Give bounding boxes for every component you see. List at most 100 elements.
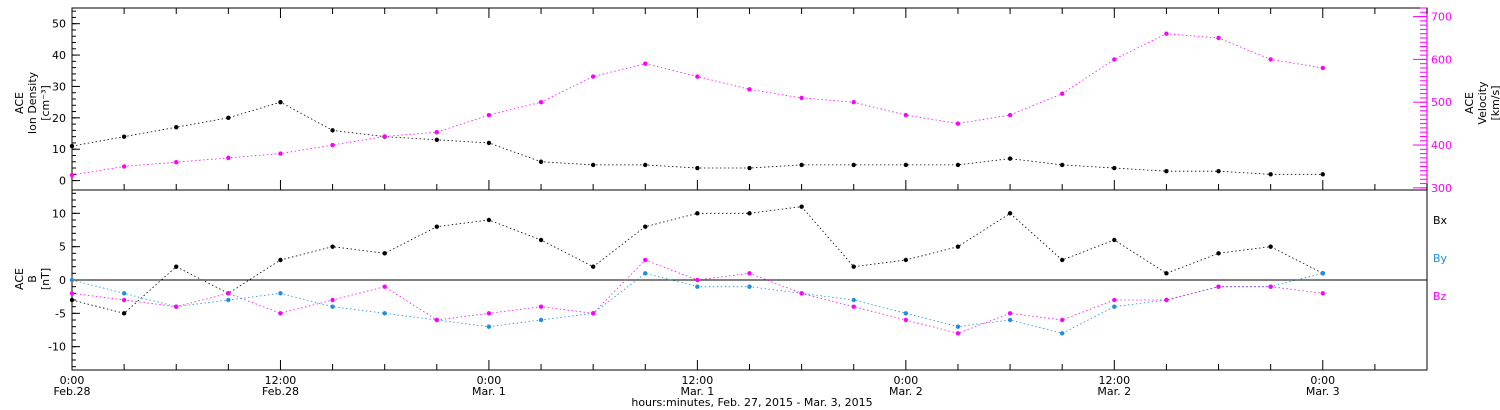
x-tick-label-date: Mar. 3 — [1306, 385, 1340, 398]
plasma-panel-frame — [71, 7, 1428, 191]
density-point — [1164, 168, 1169, 174]
density-point — [226, 115, 231, 121]
velocity-point — [747, 87, 752, 92]
x-axis-label: hours:minutes, Feb. 27, 2015 - Mar. 3, 2… — [631, 396, 872, 409]
x-tick-label-time: 12:00 — [682, 374, 714, 387]
b-trace — [71, 272, 1323, 334]
velocity-tick-label: 300 — [1431, 182, 1452, 195]
x-tick-label-date: Feb.28 — [54, 385, 91, 398]
data-layer — [69, 31, 1325, 336]
x-tick-label-time: 0:00 — [1310, 374, 1335, 387]
density-point — [1112, 165, 1117, 171]
velocity-point — [590, 74, 596, 79]
b-point — [955, 331, 961, 336]
b-point — [1059, 257, 1065, 263]
velocity-point — [382, 134, 387, 139]
velocity-tick-label: 600 — [1431, 53, 1452, 66]
x-tick-label-time: 12:00 — [265, 374, 297, 387]
b-point — [1216, 284, 1221, 289]
density-point — [174, 125, 179, 130]
density-point — [799, 162, 804, 168]
b-point — [590, 311, 596, 316]
velocity-axis-label-line-3: [km/s] — [1489, 85, 1500, 120]
density-point — [903, 162, 909, 168]
b-point — [747, 211, 752, 216]
density-axis-label-line-3: [cm⁻³] — [39, 85, 52, 121]
b-point — [1268, 244, 1273, 249]
b-point — [1059, 331, 1065, 336]
velocity-point — [278, 151, 283, 156]
b-point — [382, 311, 387, 316]
b-point — [278, 311, 283, 316]
density-axis-label-line-2: Ion Density — [26, 71, 39, 134]
b-point — [851, 304, 856, 309]
density-point — [955, 162, 961, 168]
velocity-series-right — [69, 31, 1325, 178]
b-point — [1059, 317, 1065, 323]
velocity-tick-label: 400 — [1431, 139, 1452, 152]
density-tick-label: 40 — [52, 49, 66, 62]
b-axis-label-line-1: ACE — [13, 268, 26, 290]
b-point — [1112, 297, 1117, 303]
b-point — [121, 291, 127, 296]
legend-bx: Bx — [1433, 214, 1448, 227]
x-tick-label-time: 0:00 — [477, 374, 502, 387]
b-trace — [71, 259, 1323, 334]
b-point — [69, 291, 75, 296]
x-tick-label-date: Mar. 2 — [1097, 385, 1131, 398]
density-tick-label: 0 — [59, 175, 66, 188]
density-point — [1007, 156, 1013, 161]
velocity-point — [1320, 65, 1325, 71]
b-point — [1007, 311, 1013, 316]
x-tick-label-time: 0:00 — [60, 374, 85, 387]
b-tick-label: 10 — [52, 207, 66, 220]
b-point — [1007, 211, 1013, 216]
density-point — [851, 162, 856, 168]
x-tick-label-date: Mar. 1 — [472, 385, 506, 398]
b-series-Bx — [69, 204, 1325, 316]
x-tick-label-date: Feb.28 — [262, 385, 299, 398]
density-tick-label: 10 — [52, 143, 66, 156]
density-point — [1268, 172, 1273, 177]
b-tick-label: 5 — [59, 241, 66, 254]
b-point — [121, 311, 127, 316]
velocity-axis-label-line-1: ACE — [1463, 92, 1476, 114]
velocity-point — [643, 61, 648, 66]
density-tick-label: 30 — [52, 80, 66, 93]
b-point — [1216, 251, 1221, 256]
density-series-left — [69, 99, 1325, 177]
velocity-point — [486, 112, 492, 118]
b-point — [330, 304, 335, 309]
density-tick-label: 50 — [52, 18, 66, 31]
b-point — [1164, 297, 1169, 303]
x-tick-label-time: 0:00 — [893, 374, 918, 387]
ticks-layer: 01020304050300400500600700-10-505100:00F… — [48, 7, 1452, 398]
b-point — [1112, 304, 1117, 309]
b-tick-label: 0 — [59, 274, 66, 287]
density-point — [1216, 168, 1221, 174]
b-legend: Bx By Bz — [1433, 214, 1448, 303]
velocity-tick-label: 500 — [1431, 96, 1452, 109]
b-point — [1320, 271, 1325, 276]
x-tick-label-time: 12:00 — [1098, 374, 1130, 387]
b-point — [851, 297, 856, 303]
b-point — [174, 264, 179, 269]
velocity-point — [330, 142, 335, 148]
b-point — [330, 244, 335, 249]
velocity-point — [903, 112, 909, 118]
velocity-tick-label: 700 — [1431, 11, 1452, 24]
density-point — [1320, 172, 1325, 177]
b-point — [695, 211, 700, 216]
density-point — [747, 165, 752, 171]
velocity-point — [695, 74, 700, 79]
b-tick-label: -10 — [48, 341, 66, 354]
velocity-axis-label: ACE Velocity [km/s] — [1463, 81, 1500, 125]
legend-by: By — [1433, 252, 1448, 265]
velocity-trace — [71, 33, 1323, 176]
b-axis-label-line-2: B — [26, 275, 39, 283]
b-point — [851, 264, 856, 269]
velocity-point — [1112, 57, 1117, 62]
b-point — [382, 251, 387, 256]
density-tick-label: 20 — [52, 112, 66, 125]
